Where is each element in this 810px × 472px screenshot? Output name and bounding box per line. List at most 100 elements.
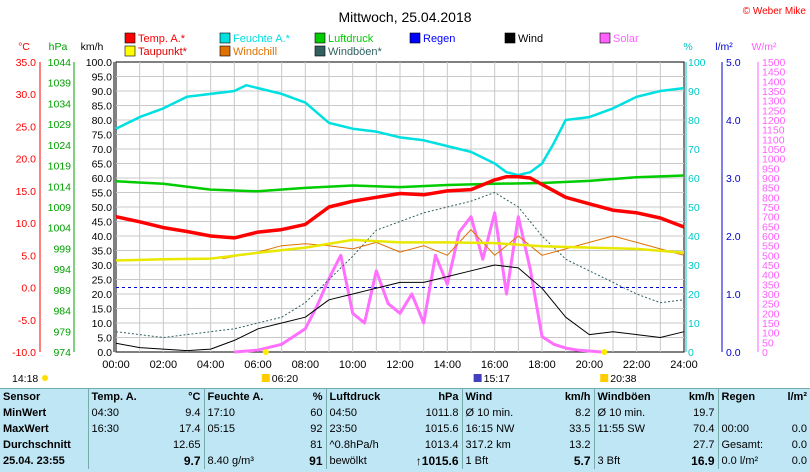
- legend-swatch: [219, 32, 231, 44]
- stats-cell: ↑1015.6: [415, 454, 459, 468]
- stats-cell: ^0.8hPa/h: [325, 437, 404, 453]
- stats-cell: Regen: [717, 389, 782, 405]
- y-tick-label: 700: [762, 212, 780, 224]
- stats-table: Sensor Temp. A. °C Feuchte A.% Luftdruck hPa W…: [0, 389, 810, 469]
- stats-cell: 13.2: [569, 439, 591, 451]
- y-tick-label: 3.0: [726, 173, 741, 185]
- legend-swatch: [219, 45, 231, 57]
- y-tick-label: 979: [53, 326, 71, 338]
- marker-icon: [473, 374, 482, 382]
- stats-cell: hPa: [438, 391, 459, 403]
- stats-cell: Ø 10 min.: [593, 405, 668, 421]
- y-tick-label: 2.0: [726, 231, 741, 243]
- x-tick-label: 16:00: [481, 359, 509, 371]
- y-tick-label: 1019: [48, 161, 72, 173]
- x-tick-label: 18:00: [528, 359, 556, 371]
- legend-label: Feuchte A.*: [233, 33, 291, 45]
- y-tick-label: 0.0: [726, 347, 741, 359]
- stats-cell: 91: [309, 454, 323, 468]
- stats-cell: MinWert: [3, 407, 47, 419]
- legend-label: Temp. A.*: [138, 33, 186, 45]
- y-tick-label: 1029: [48, 119, 72, 131]
- y-tick-label: 800: [762, 192, 780, 204]
- stats-cell: 8.40 g/m³: [203, 453, 286, 469]
- y-tick-label: 1050: [762, 144, 786, 156]
- stats-cell: 12.65: [172, 439, 201, 451]
- y-tick-label: 25.0: [92, 275, 113, 287]
- y-tick-label: 0.0: [21, 283, 36, 295]
- stats-cell: 317.2 km: [461, 437, 534, 453]
- y-tick-label: 55.0: [92, 188, 113, 200]
- y-tick-label: 984: [53, 306, 71, 318]
- stats-row: Durchschnitt 12.65 81 ^0.8hPa/h 1013.4 317.2 …: [0, 437, 810, 453]
- series-line: [115, 174, 685, 240]
- chart-title: Mittwoch, 25.04.2018: [338, 9, 471, 25]
- stats-cell: 11:55 SW: [593, 421, 668, 437]
- y-tick-label: 1044: [48, 57, 72, 69]
- legend-swatch: [599, 32, 611, 44]
- stats-cell: 04:50: [325, 405, 404, 421]
- axis-unit-label: l/m²: [715, 41, 733, 53]
- stats-cell: [782, 405, 810, 421]
- y-tick-label: 80.0: [92, 115, 113, 127]
- y-tick-label: 1.0: [726, 289, 741, 301]
- stats-cell: Luftdruck: [325, 389, 404, 405]
- legend-label: Taupunkt*: [138, 46, 188, 58]
- series-line: [115, 83, 685, 177]
- y-tick-label: 150: [762, 318, 780, 330]
- x-tick-label: 22:00: [623, 359, 651, 371]
- y-tick-label: 400: [762, 270, 780, 282]
- stats-cell: %: [312, 391, 323, 403]
- marker-label: 15:17: [484, 373, 510, 385]
- y-tick-label: 40.0: [92, 231, 113, 243]
- stats-cell: 27.7: [693, 439, 715, 451]
- legend-swatch: [314, 32, 326, 44]
- y-tick-label: -10.0: [12, 347, 36, 359]
- sun-marker-dot: [601, 349, 608, 355]
- y-tick-label: 70.0: [92, 144, 113, 156]
- y-axes: 35.0 30.0 25.0 20.0 15.0 10.0 5.0 0.0 -5.0 -10.0 1…: [12, 57, 785, 359]
- y-tick-label: 25.0: [16, 121, 37, 133]
- stats-cell: Temp. A.: [87, 389, 150, 405]
- legend-label: Wind: [518, 33, 543, 45]
- stats-cell: 70.4: [693, 423, 715, 435]
- y-tick-label: 1004: [48, 223, 72, 235]
- y-tick-label: 974: [53, 347, 71, 359]
- stats-cell: 8.2: [575, 407, 591, 419]
- legend-label: Windböen*: [328, 46, 383, 58]
- y-tick-label: 300: [762, 289, 780, 301]
- y-tick-label: 994: [53, 264, 71, 276]
- axis-unit-label: °C: [18, 41, 30, 53]
- y-tick-label: 30: [688, 260, 700, 272]
- stats-cell: Ø 10 min.: [461, 405, 534, 421]
- y-tick-label: 85.0: [92, 101, 113, 113]
- y-tick-label: 10.0: [92, 318, 113, 330]
- marker-icon: [261, 374, 270, 382]
- y-tick-label: 1000: [762, 154, 786, 166]
- x-tick-label: 10:00: [339, 359, 367, 371]
- series-line: [115, 238, 685, 262]
- y-tick-label: 1450: [762, 67, 786, 79]
- stats-cell: 60: [310, 407, 323, 419]
- y-tick-label: 35.0: [16, 57, 37, 69]
- stats-cell: [203, 437, 286, 453]
- stats-cell: km/h: [564, 391, 591, 403]
- stats-cell: Wind: [461, 389, 534, 405]
- y-tick-label: 4.0: [726, 115, 741, 127]
- stats-cell: 3 Bft: [593, 453, 668, 469]
- x-tick-label: 14:00: [434, 359, 462, 371]
- stats-cell: 9.4: [185, 407, 201, 419]
- y-tick-label: 1034: [48, 98, 72, 110]
- stats-cell: 17:10: [203, 405, 286, 421]
- series-line: [115, 264, 685, 352]
- plot-grid: [115, 61, 685, 353]
- stats-cell: 33.5: [569, 423, 591, 435]
- y-tick-label: 5.0: [97, 333, 112, 345]
- stats-cell: 1013.4: [424, 439, 459, 451]
- y-tick-label: 1039: [48, 78, 72, 90]
- y-tick-label: 0: [688, 347, 694, 359]
- x-tick-label: 24:00: [670, 359, 698, 371]
- stats-cell: °C: [188, 391, 201, 403]
- x-tick-label: 20:00: [576, 359, 604, 371]
- stats-cell: 1011.8: [425, 407, 459, 419]
